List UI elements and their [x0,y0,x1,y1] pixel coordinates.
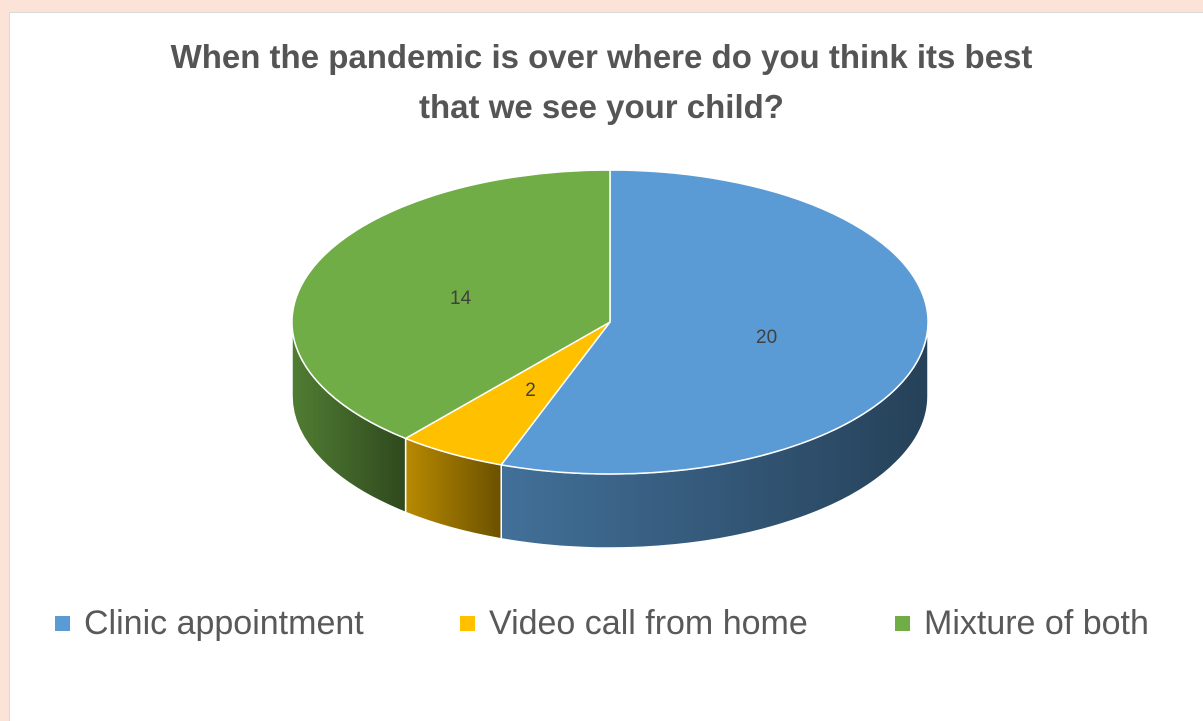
legend-swatch-mixture-of-both [895,615,910,631]
legend-swatch-video-call-from-home [460,615,475,631]
legend-item-video-call-from-home: Video call from home [460,596,808,650]
data-label-mixture-of-both: 14 [450,288,472,309]
data-label-video-call-from-home: 2 [525,380,536,401]
data-label-clinic-appointment: 20 [756,327,777,348]
pie-slice-clinic-appointment [499,169,929,475]
legend-swatch-clinic-appointment [55,615,70,631]
legend-label-mixture-of-both: Mixture of both [924,603,1149,642]
legend-label-clinic-appointment: Clinic appointment [84,603,364,642]
legend: Clinic appointment Video call from home … [0,596,1203,650]
legend-item-mixture-of-both: Mixture of both [895,596,1149,650]
legend-item-clinic-appointment: Clinic appointment [55,596,364,650]
chart-title: When the pandemic is over where do you t… [0,0,1203,132]
chart-title-line-1: When the pandemic is over where do you t… [170,38,1033,75]
chart-title-line-2: that we see your child? [419,88,784,125]
legend-label-video-call-from-home: Video call from home [489,603,808,642]
pie-slice-mixture-of-both [291,169,611,440]
